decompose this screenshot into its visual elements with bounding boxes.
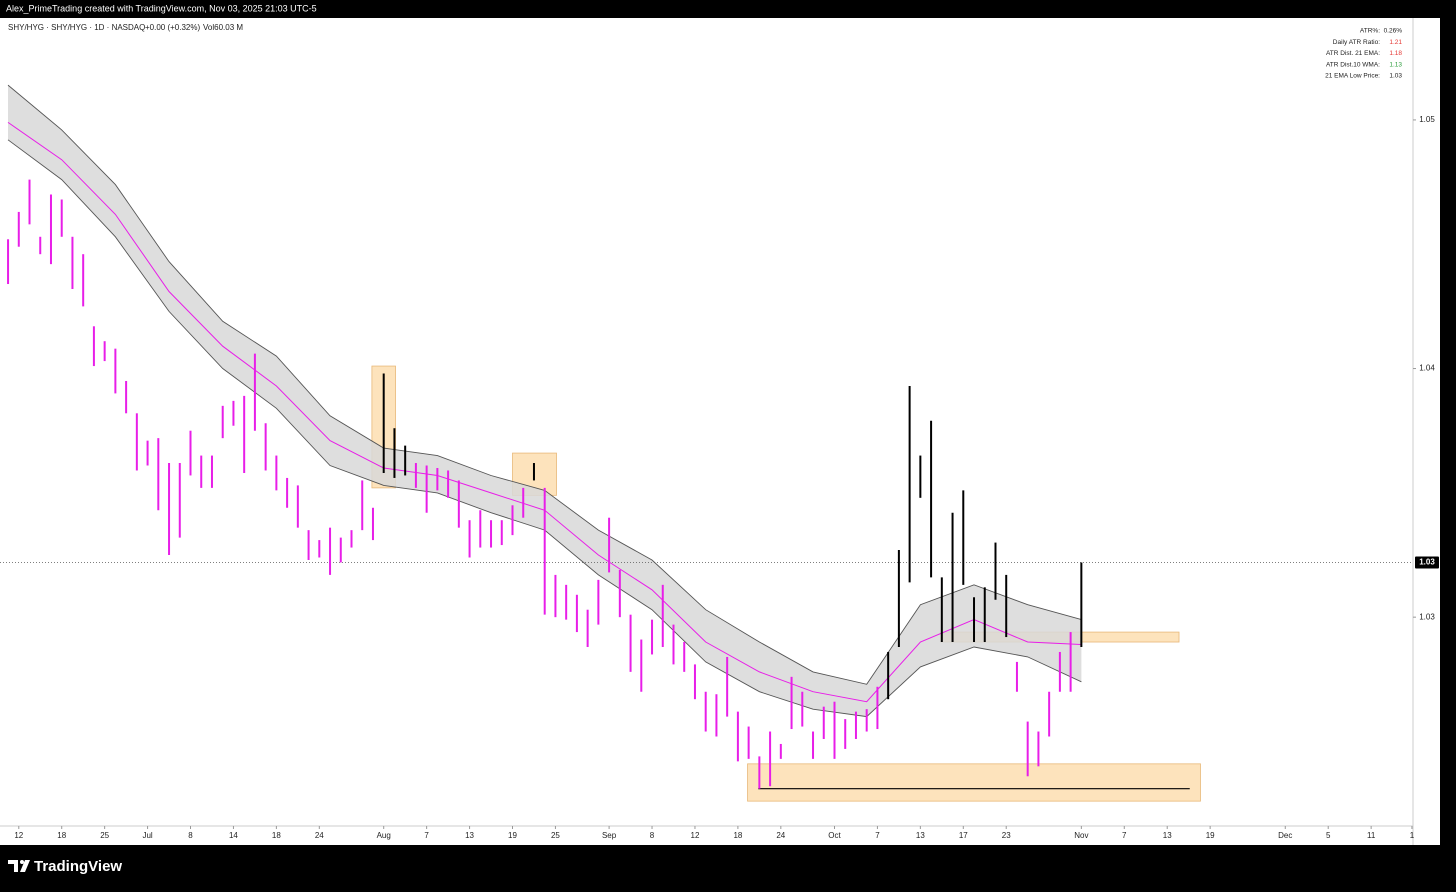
y-tick-label: 1.04 bbox=[1419, 364, 1435, 373]
x-tick-label: Oct bbox=[828, 831, 841, 840]
x-tick-label: 23 bbox=[1002, 831, 1011, 840]
x-tick-label: 8 bbox=[188, 831, 193, 840]
x-tick-label: 19 bbox=[508, 831, 517, 840]
x-tick-label: 8 bbox=[650, 831, 655, 840]
stat-label: ATR Dist. 21 EMA: bbox=[1326, 50, 1380, 57]
stat-value: 1.21 bbox=[1389, 39, 1402, 46]
stat-label: Daily ATR Ratio: bbox=[1333, 39, 1380, 46]
x-tick-label: Aug bbox=[377, 831, 391, 840]
y-tick-label: 1.03 bbox=[1419, 612, 1435, 621]
x-tick-label: 24 bbox=[315, 831, 324, 840]
x-tick-label: 12 bbox=[691, 831, 700, 840]
x-tick-label: Nov bbox=[1074, 831, 1088, 840]
x-tick-label: 24 bbox=[776, 831, 785, 840]
stat-value: 1.18 bbox=[1389, 50, 1402, 57]
chart-area bbox=[0, 18, 1440, 845]
stat-value: 0.26% bbox=[1384, 28, 1403, 35]
last-price-label: 1.03 bbox=[1419, 558, 1435, 567]
x-tick-label: 11 bbox=[1367, 831, 1376, 840]
x-tick-label: 7 bbox=[424, 831, 429, 840]
x-tick-label: 13 bbox=[465, 831, 474, 840]
stat-value: 1.03 bbox=[1389, 73, 1402, 80]
header: Alex_PrimeTrading created with TradingVi… bbox=[6, 3, 317, 13]
stat-label: ATR%: bbox=[1360, 28, 1380, 35]
x-tick-label: Dec bbox=[1278, 831, 1292, 840]
change: +0.00 (+0.32%) bbox=[145, 23, 200, 32]
volume: Vol60.03 M bbox=[203, 23, 243, 32]
x-tick-label: 18 bbox=[57, 831, 66, 840]
plot bbox=[0, 84, 1413, 802]
stat-label: 21 EMA Low Price: bbox=[1325, 73, 1380, 80]
last-price-box bbox=[1415, 556, 1439, 569]
x-tick-label: 5 bbox=[1326, 831, 1331, 840]
x-tick-label: Jul bbox=[142, 831, 152, 840]
x-tick-label: 18 bbox=[733, 831, 742, 840]
x-tick-label: 7 bbox=[1122, 831, 1127, 840]
footer-brand: TradingView bbox=[34, 858, 122, 875]
x-tick-label: Sep bbox=[602, 831, 617, 840]
x-tick-label: 17 bbox=[959, 831, 968, 840]
symbol-title: SHY/HYG · SHY/HYG · 1D · NASDAQ bbox=[8, 23, 145, 32]
x-tick-label: 18 bbox=[272, 831, 281, 840]
x-tick-label: 25 bbox=[551, 831, 560, 840]
stat-value: 1.13 bbox=[1389, 61, 1402, 68]
x-tick-label: 25 bbox=[100, 831, 109, 840]
y-tick-label: 1.05 bbox=[1419, 115, 1435, 124]
x-tick-label: 13 bbox=[1163, 831, 1172, 840]
tv-logo bbox=[8, 860, 30, 872]
zone bbox=[747, 763, 1201, 802]
x-tick-label: 1 bbox=[1410, 831, 1415, 840]
x-tick-label: 19 bbox=[1206, 831, 1215, 840]
x-tick-label: 7 bbox=[875, 831, 880, 840]
x-tick-label: 13 bbox=[916, 831, 925, 840]
stat-label: ATR Dist.10 WMA: bbox=[1326, 61, 1380, 68]
x-tick-label: 14 bbox=[229, 831, 238, 840]
x-tick-label: 12 bbox=[14, 831, 23, 840]
